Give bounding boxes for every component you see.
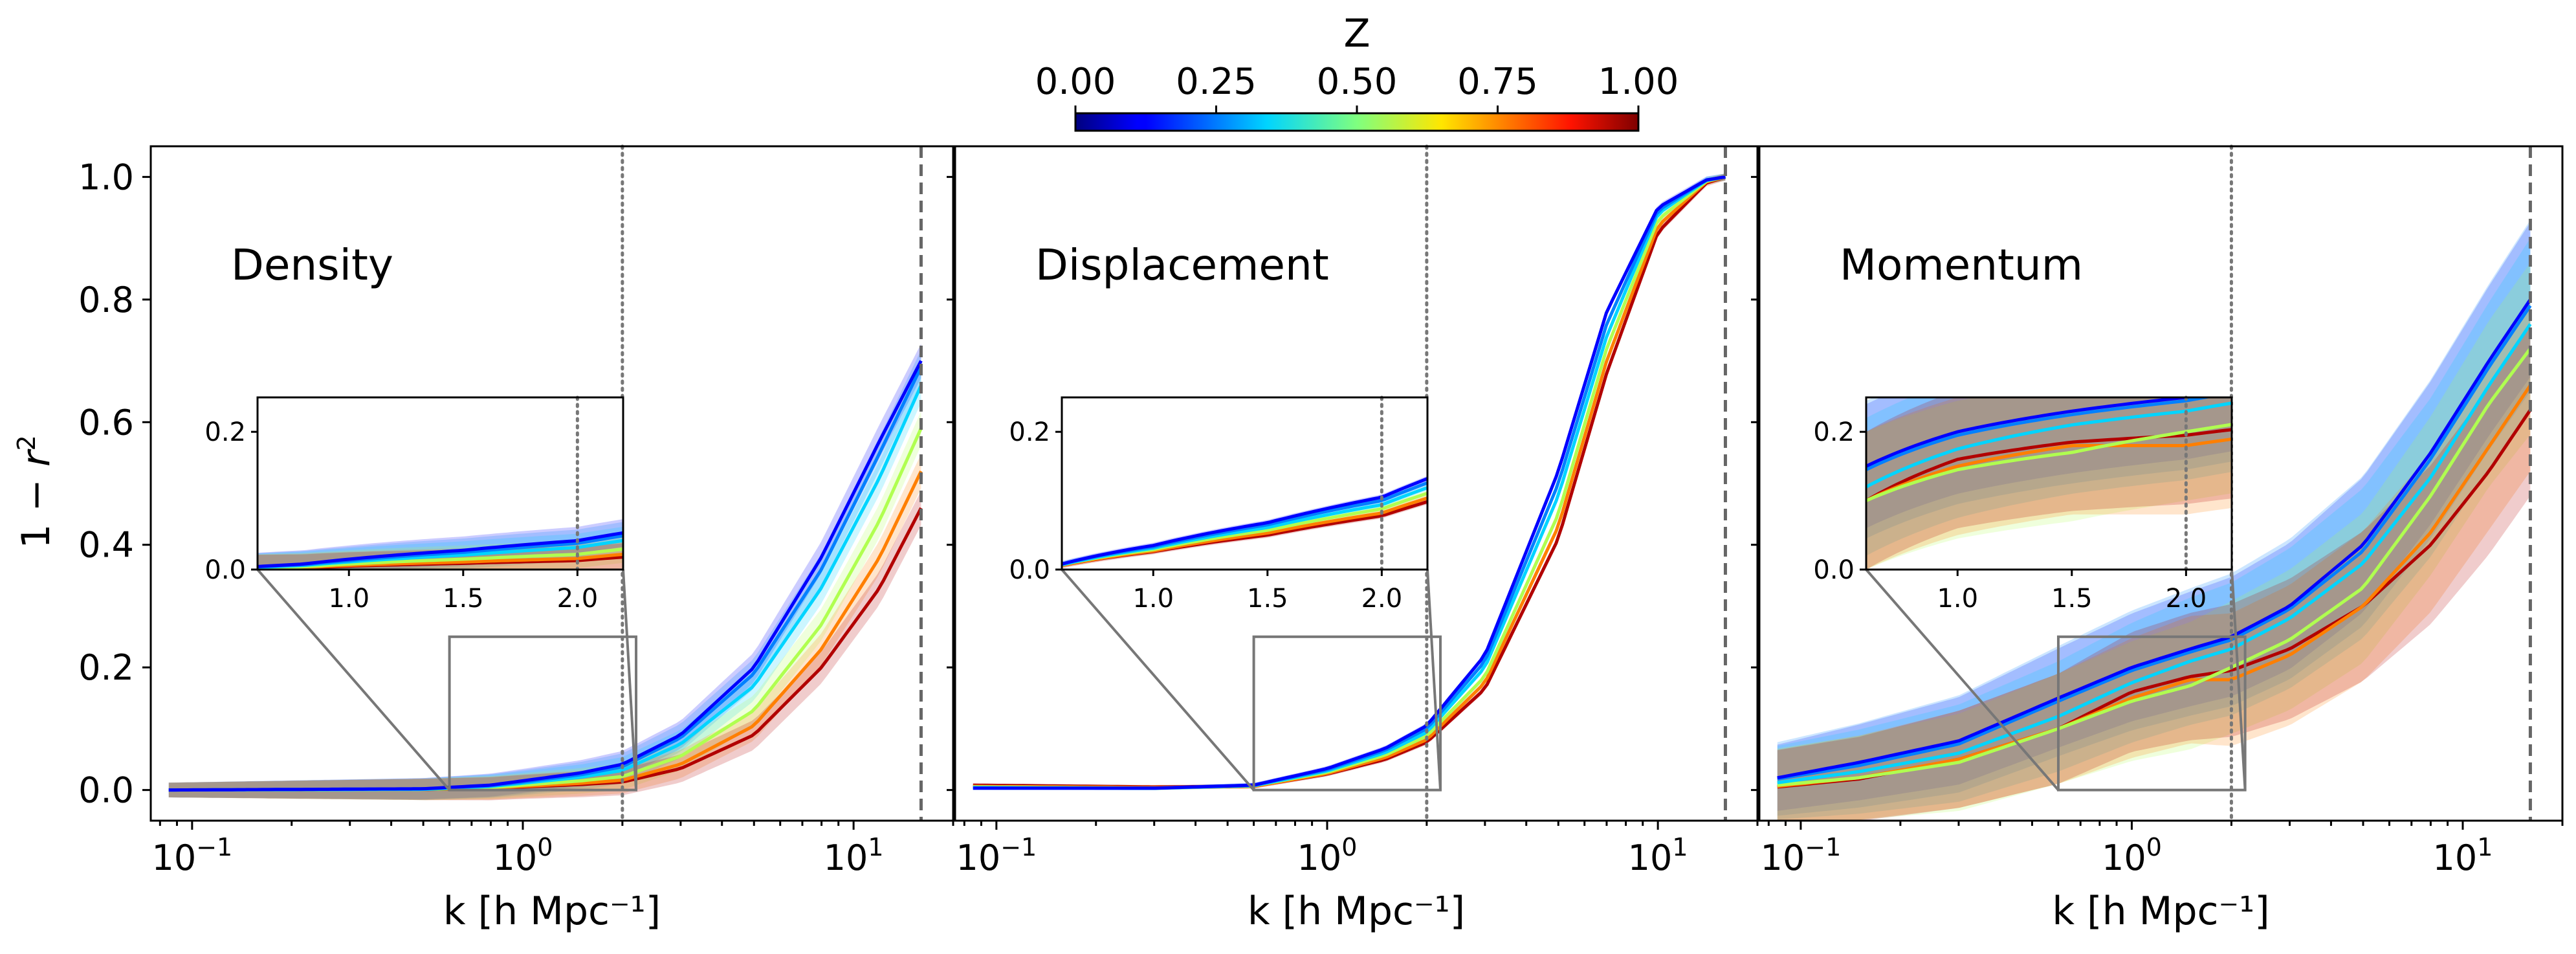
x-tick-label: 100 [1297, 833, 1358, 878]
x-axis-label: k [h Mpc⁻¹] [2052, 889, 2269, 934]
panels: 1.0 1.5 2.0 0.0 0.2 0.0 0.2 0.4 0.6 0.8 1.0 10−1 100… [78, 144, 2564, 934]
x-tick-label: 10−1 [151, 833, 232, 878]
y-tick-label: 0.4 [78, 525, 134, 566]
inset-frame [1865, 396, 2233, 571]
inset: 1.0 1.5 2.0 0.0 0.2 [1009, 395, 1429, 614]
inset-y-tick-label: 0.2 [1009, 417, 1050, 447]
axes-frame [954, 145, 1759, 822]
zoom-connector [622, 569, 638, 790]
inset-y-tick-label: 0.0 [204, 555, 246, 585]
zoom-connector [1061, 568, 1255, 791]
inset-frame [256, 396, 624, 571]
inset-line [1866, 428, 2232, 502]
inset-band [1866, 397, 2232, 529]
inset: 1.0 1.5 2.0 0.0 0.2 [204, 395, 624, 614]
colorbar-gradient [1074, 112, 1640, 132]
colorbar-tick-label: 0.00 [1035, 61, 1116, 103]
inset-plot-area [1866, 397, 2232, 570]
series-line [168, 360, 923, 792]
zoom-box [448, 635, 638, 792]
axes-frame [1758, 145, 2564, 822]
series-line [1777, 304, 2532, 781]
x-tick-label: 100 [493, 833, 553, 878]
y-tick-label: 0.8 [78, 280, 134, 320]
series-line [973, 175, 1726, 790]
inset-line [1866, 397, 2215, 471]
x-tick-label: 101 [2433, 833, 2493, 878]
inset-x-tick-label: 2.0 [557, 584, 599, 614]
zoom-box [2056, 635, 2247, 792]
series-line [1777, 348, 2532, 787]
colorbar-tick-label: 0.25 [1176, 61, 1257, 103]
series-band [1777, 299, 2531, 821]
x-tick-label: 101 [824, 833, 884, 878]
inset-background [1866, 397, 2232, 570]
axes-frame [149, 145, 954, 822]
inset-x-tick-label: 1.5 [1247, 584, 1288, 614]
inset-x-tick-label: 1.0 [1132, 584, 1174, 614]
x-axis-label: k [h Mpc⁻¹] [1248, 889, 1465, 934]
x-tick-label: 10−1 [956, 833, 1037, 878]
colorbar-title: Z [1343, 11, 1370, 56]
zoom-connector [1865, 568, 2060, 791]
inset-frame [1061, 396, 1429, 571]
zoom-connector [1426, 569, 1442, 790]
colorbar-ticks: 0.00 0.25 0.50 0.75 1.00 [1035, 61, 1679, 113]
inset-line [1866, 438, 2232, 502]
inset-x-tick-label: 2.0 [2166, 584, 2207, 614]
panel-title: Momentum [1840, 240, 2083, 290]
x-tick-label: 100 [2102, 833, 2162, 878]
inset-plot-area [258, 519, 623, 570]
inset-line [1866, 397, 2196, 468]
colorbar-tick-label: 0.75 [1457, 61, 1538, 103]
zoom-connector [256, 568, 451, 791]
panel-title: Density [231, 240, 393, 290]
y-tick-label: 0.2 [78, 647, 134, 688]
panel-density: 1.0 1.5 2.0 0.0 0.2 0.0 0.2 0.4 0.6 0.8 1.0 10−1 100… [78, 144, 954, 934]
y-axis-label: 1 − r2 [12, 435, 59, 548]
zoom-box [1252, 635, 1442, 792]
panel-momentum: 1.0 1.5 2.0 0.0 0.2 10−1 100 101 k [h Mpc⁻¹] Mome… [1751, 144, 2564, 934]
inset-x-tick-label: 1.5 [2051, 584, 2093, 614]
inset-y-tick-label: 0.0 [1813, 555, 1855, 585]
series-line [1777, 323, 2532, 784]
inset-y-tick-label: 0.2 [1813, 417, 1855, 447]
x-tick-label: 10−1 [1761, 833, 1842, 878]
inset-y-tick-label: 0.0 [1009, 555, 1050, 585]
x-axis-label: k [h Mpc⁻¹] [443, 889, 661, 934]
inset-background [1062, 397, 1427, 570]
series-band [1777, 222, 2531, 811]
inset-x-tick-label: 1.0 [328, 584, 369, 614]
inset-x-tick-label: 2.0 [1361, 584, 1403, 614]
zoom-connector [2230, 569, 2247, 790]
y-tick-label: 1.0 [78, 157, 134, 197]
plot-area [1777, 219, 2532, 821]
panel-title: Displacement [1035, 240, 1329, 290]
inset-plot-area [1062, 476, 1427, 568]
panel-displacement: 1.0 1.5 2.0 0.0 0.2 10−1 100 101 k [h Mpc⁻¹] Disp… [947, 144, 1759, 934]
inset-line [1062, 477, 1427, 566]
series-line [1777, 298, 2532, 780]
inset-line [1866, 401, 2232, 489]
y-tick-label: 0.6 [78, 402, 134, 443]
inset-line [1866, 423, 2232, 502]
colorbar: Z 0.00 0.25 0.50 0.75 1.00 [1035, 11, 1679, 132]
colorbar-tick-label: 0.50 [1317, 61, 1398, 103]
colorbar-tick-label: 1.00 [1598, 61, 1679, 103]
inset: 1.0 1.5 2.0 0.0 0.2 [1813, 395, 2233, 614]
inset-x-tick-label: 1.5 [443, 584, 484, 614]
x-tick-label: 101 [1628, 833, 1688, 878]
inset-x-tick-label: 1.0 [1937, 584, 1978, 614]
svg-text:1 − r2: 1 − r2 [12, 435, 59, 548]
y-tick-label: 0.0 [78, 770, 134, 811]
inset-line [258, 531, 623, 568]
plot-area [168, 344, 923, 801]
plot-area [973, 173, 1726, 790]
inset-y-tick-label: 0.2 [204, 417, 246, 447]
